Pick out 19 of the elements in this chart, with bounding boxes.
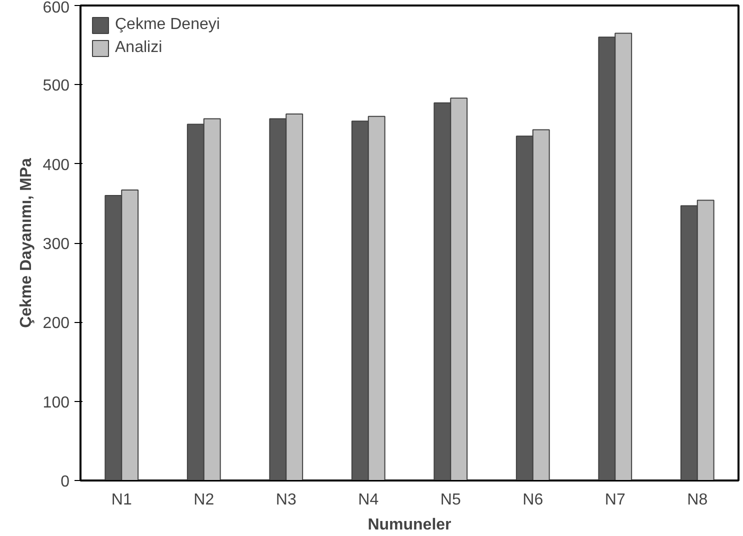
- legend-label: Analizi: [115, 39, 162, 57]
- x-tick-label: N1: [111, 492, 132, 508]
- y-tick-label: 200: [42, 315, 70, 332]
- x-tick-label: N8: [687, 492, 708, 508]
- y-tick-label: 500: [42, 78, 70, 95]
- y-tick-label: 400: [42, 156, 70, 174]
- x-axis-title: Numuneler: [368, 516, 452, 534]
- y-axis-title: Çekme Dayanımı, MPa: [18, 158, 35, 328]
- x-tick-label: N3: [276, 492, 296, 508]
- x-tick-label: N2: [194, 492, 214, 508]
- y-tick-label: 100: [42, 394, 70, 412]
- x-tick-label: N7: [604, 492, 626, 508]
- x-tick-label: N6: [522, 492, 544, 508]
- legend-label: Çekme Deneyi: [115, 16, 220, 34]
- y-tick-label: 300: [42, 236, 70, 253]
- x-tick-label: N5: [440, 492, 461, 508]
- y-tick-label: 0: [60, 474, 70, 490]
- x-tick-label: N4: [358, 492, 379, 508]
- y-tick-label: 600: [42, 0, 70, 16]
